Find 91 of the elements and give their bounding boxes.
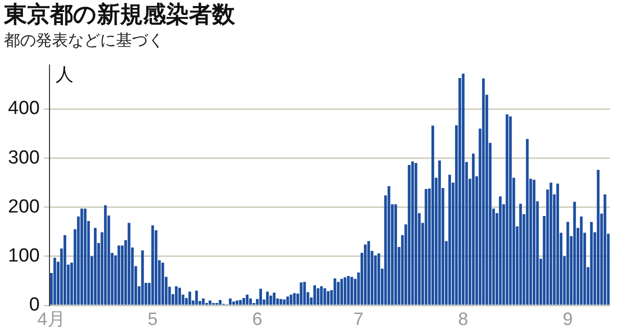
bar	[532, 180, 536, 305]
bar	[526, 138, 529, 305]
bar	[64, 235, 66, 305]
bar	[374, 255, 377, 305]
bar	[431, 126, 434, 305]
bar	[377, 253, 380, 305]
bar	[566, 222, 570, 305]
bar	[202, 298, 205, 305]
bar	[394, 204, 398, 305]
bar	[269, 296, 272, 305]
x-tick-label: 8	[458, 309, 468, 330]
bar	[178, 288, 181, 305]
bar	[208, 300, 212, 305]
bar	[438, 160, 441, 305]
bar	[282, 300, 286, 305]
y-tick-label: 100	[8, 246, 40, 267]
bar	[286, 296, 290, 305]
bar	[424, 189, 428, 305]
x-tick-label: 5	[148, 309, 158, 330]
bar	[414, 163, 418, 305]
bar	[573, 202, 576, 305]
bar	[259, 288, 262, 305]
bar	[293, 293, 296, 305]
bar	[232, 301, 236, 305]
bar	[118, 245, 120, 305]
bar	[249, 298, 252, 305]
bar	[604, 194, 606, 305]
bar	[141, 250, 144, 305]
x-tick-label: 7	[354, 309, 364, 330]
bar	[482, 78, 485, 305]
bar	[84, 208, 86, 305]
y-axis-title: 人	[56, 64, 74, 86]
bar	[290, 294, 292, 305]
bar	[350, 276, 354, 305]
bar	[228, 298, 232, 305]
x-tick-label: 6	[252, 309, 262, 330]
bar	[323, 288, 326, 305]
bar	[53, 258, 56, 305]
bar	[364, 244, 367, 305]
x-tick-label: 9	[562, 309, 573, 330]
y-tick-label: 0	[29, 294, 40, 316]
bar	[239, 300, 242, 305]
bar	[580, 216, 583, 305]
bar	[80, 208, 84, 305]
bar	[340, 278, 344, 305]
bar	[336, 282, 340, 305]
bar	[151, 225, 154, 305]
bar	[188, 292, 192, 305]
bar	[195, 290, 198, 305]
bar	[334, 278, 336, 305]
bar	[448, 174, 452, 305]
bar	[218, 300, 222, 305]
bar	[408, 164, 411, 305]
bar	[367, 241, 370, 305]
chart-subtitle: 都の発表などに基づく	[4, 30, 164, 50]
bar	[300, 282, 303, 305]
bar	[313, 285, 316, 305]
bar	[550, 182, 552, 305]
bar	[320, 286, 323, 305]
bar	[246, 294, 249, 305]
bar	[344, 277, 346, 305]
bar	[411, 162, 414, 305]
bar	[280, 299, 282, 305]
bar	[242, 298, 246, 305]
bar	[326, 291, 330, 305]
bar	[128, 222, 130, 305]
bar	[303, 282, 306, 305]
bar	[509, 116, 512, 305]
bar	[388, 186, 390, 305]
x-tick-label: 4月	[37, 309, 66, 330]
bar	[596, 170, 600, 305]
y-tick-label: 400	[8, 98, 40, 120]
bar	[161, 262, 164, 305]
bar	[498, 196, 502, 305]
bar	[347, 276, 350, 305]
bar	[472, 154, 475, 305]
bar	[104, 205, 107, 305]
bar	[94, 228, 97, 305]
y-tick-label: 300	[8, 147, 40, 168]
y-tick-label: 200	[8, 196, 40, 218]
bar	[556, 184, 560, 305]
bar	[236, 300, 238, 305]
bar	[174, 286, 178, 305]
chart-title: 東京都の新規感染者数	[3, 0, 236, 28]
bar	[519, 204, 522, 305]
bar	[506, 114, 508, 305]
bar	[272, 292, 276, 305]
bar	[590, 222, 593, 305]
bar	[316, 288, 320, 305]
bar	[462, 74, 465, 305]
bar	[266, 292, 269, 305]
